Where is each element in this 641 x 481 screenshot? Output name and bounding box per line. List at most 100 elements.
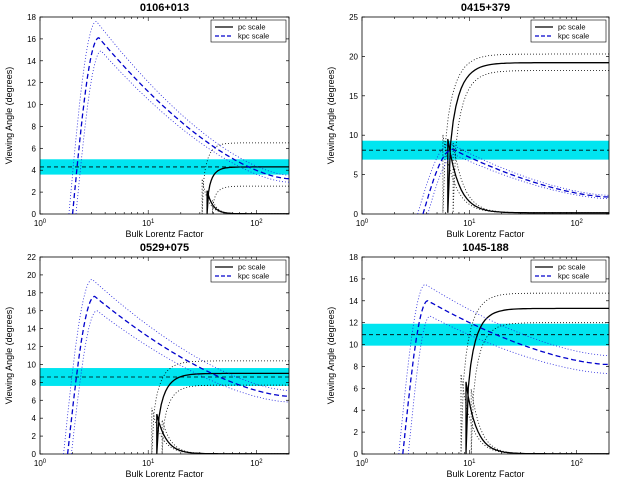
y-axis-label: Viewing Angle (degrees) (4, 307, 14, 404)
x-axis-label: Bulk Lorentz Factor (125, 229, 203, 239)
legend-label-kpc: kpc scale (238, 32, 269, 41)
y-tick-label: 2 (32, 188, 37, 197)
y-tick-label: 18 (27, 289, 36, 298)
chart-title: 1045-188 (462, 242, 509, 254)
legend-label-kpc: kpc scale (558, 32, 589, 41)
y-axis-label: Viewing Angle (degrees) (326, 307, 336, 404)
y-tick-label: 12 (27, 343, 36, 352)
legend-label-kpc: kpc scale (238, 272, 269, 281)
y-tick-label: 14 (27, 57, 36, 66)
y-tick-label: 20 (27, 271, 36, 280)
y-tick-label: 10 (27, 360, 36, 369)
y-tick-label: 0 (354, 450, 359, 459)
pc-scale-curve (206, 166, 289, 214)
x-axis-label: Bulk Lorentz Factor (446, 229, 524, 239)
legend-label-pc: pc scale (238, 23, 266, 32)
y-tick-label: 25 (349, 13, 358, 22)
x-tick-label: 101 (142, 459, 155, 468)
chart-panel-2: 0415+379 0 5 10 15 20 25 100 101 102 Bulk Lorentz … (326, 2, 610, 239)
y-tick-label: 8 (32, 122, 37, 131)
y-tick-label: 0 (354, 210, 359, 219)
kpc-scale-curve (71, 37, 289, 214)
legend-label-pc: pc scale (558, 23, 586, 32)
y-tick-label: 22 (27, 253, 36, 262)
x-tick-label: 102 (571, 459, 584, 468)
y-tick-label: 0 (32, 450, 37, 459)
measurement-band (362, 323, 609, 346)
axes-box (361, 16, 610, 215)
pc-scale-lower-bound (161, 384, 289, 454)
y-tick-label: 4 (354, 406, 359, 415)
y-tick-label: 6 (32, 144, 37, 153)
pc-scale-curve (156, 372, 289, 454)
pc-scale-upper-bound (442, 53, 609, 214)
x-axis-label: Bulk Lorentz Factor (125, 469, 203, 479)
pc-scale-upper-bound (460, 292, 609, 454)
x-tick-label: 100 (356, 459, 369, 468)
x-tick-label: 102 (571, 219, 584, 228)
kpc-scale-lower-bound (71, 310, 289, 454)
y-tick-label: 8 (354, 362, 359, 371)
chart-title: 0106+013 (140, 2, 189, 14)
chart-title: 0529+075 (140, 242, 189, 254)
x-tick-label: 100 (34, 459, 47, 468)
y-axis-label: Viewing Angle (degrees) (326, 67, 336, 164)
y-tick-label: 16 (27, 35, 36, 44)
y-tick-label: 16 (349, 275, 358, 284)
x-tick-label: 101 (142, 219, 155, 228)
y-tick-label: 15 (349, 92, 358, 101)
x-tick-label: 100 (356, 219, 369, 228)
y-tick-label: 0 (32, 210, 37, 219)
x-tick-label: 101 (463, 219, 476, 228)
y-tick-label: 4 (32, 166, 37, 175)
y-tick-label: 6 (32, 396, 37, 405)
y-tick-label: 10 (349, 131, 358, 140)
y-tick-label: 2 (354, 428, 359, 437)
y-tick-label: 12 (27, 79, 36, 88)
legend-label-kpc: kpc scale (558, 272, 589, 281)
legend-label-pc: pc scale (238, 263, 266, 272)
chart-panel-3: 0529+075 0 2 4 6 8 10 12 14 16 18 20 22 100 101 102 Bulk… (4, 242, 290, 479)
measurement-band (40, 159, 289, 175)
y-tick-label: 8 (32, 378, 37, 387)
y-tick-label: 18 (349, 253, 358, 262)
kpc-scale-lower-bound (75, 50, 289, 214)
pc-scale-curve (447, 62, 609, 214)
y-tick-label: 20 (349, 52, 358, 61)
x-tick-label: 101 (463, 459, 476, 468)
y-tick-label: 16 (27, 307, 36, 316)
y-tick-label: 12 (349, 319, 358, 328)
y-tick-label: 18 (27, 13, 36, 22)
pc-scale-upper-bound (201, 142, 289, 214)
kpc-scale-curve (66, 295, 289, 454)
axes-box (361, 256, 610, 455)
x-tick-label: 102 (250, 219, 263, 228)
y-tick-label: 10 (349, 341, 358, 350)
y-tick-label: 4 (32, 414, 37, 423)
y-tick-label: 14 (349, 297, 358, 306)
x-tick-label: 100 (34, 219, 47, 228)
legend-label-pc: pc scale (558, 263, 586, 272)
axes-box (39, 16, 290, 215)
kpc-scale-upper-bound (63, 278, 289, 454)
axes-box (39, 256, 290, 455)
chart-title: 0415+379 (461, 2, 510, 14)
kpc-scale-upper-bound (68, 20, 289, 214)
y-axis-label: Viewing Angle (degrees) (4, 67, 14, 164)
y-tick-label: 6 (354, 384, 359, 393)
kpc-scale-curve (422, 148, 609, 214)
x-tick-label: 102 (250, 459, 263, 468)
pc-scale-lower-bound (212, 185, 289, 214)
measurement-band (362, 140, 609, 160)
chart-panel-1: 0106+013 0 2 4 6 8 10 12 14 16 18 100 101 102 Bulk Lor… (4, 2, 290, 239)
y-tick-label: 5 (354, 171, 359, 180)
kpc-scale-curve (402, 300, 609, 454)
pc-scale-curve (465, 307, 609, 454)
y-tick-label: 14 (27, 325, 36, 334)
y-tick-label: 2 (32, 432, 37, 441)
